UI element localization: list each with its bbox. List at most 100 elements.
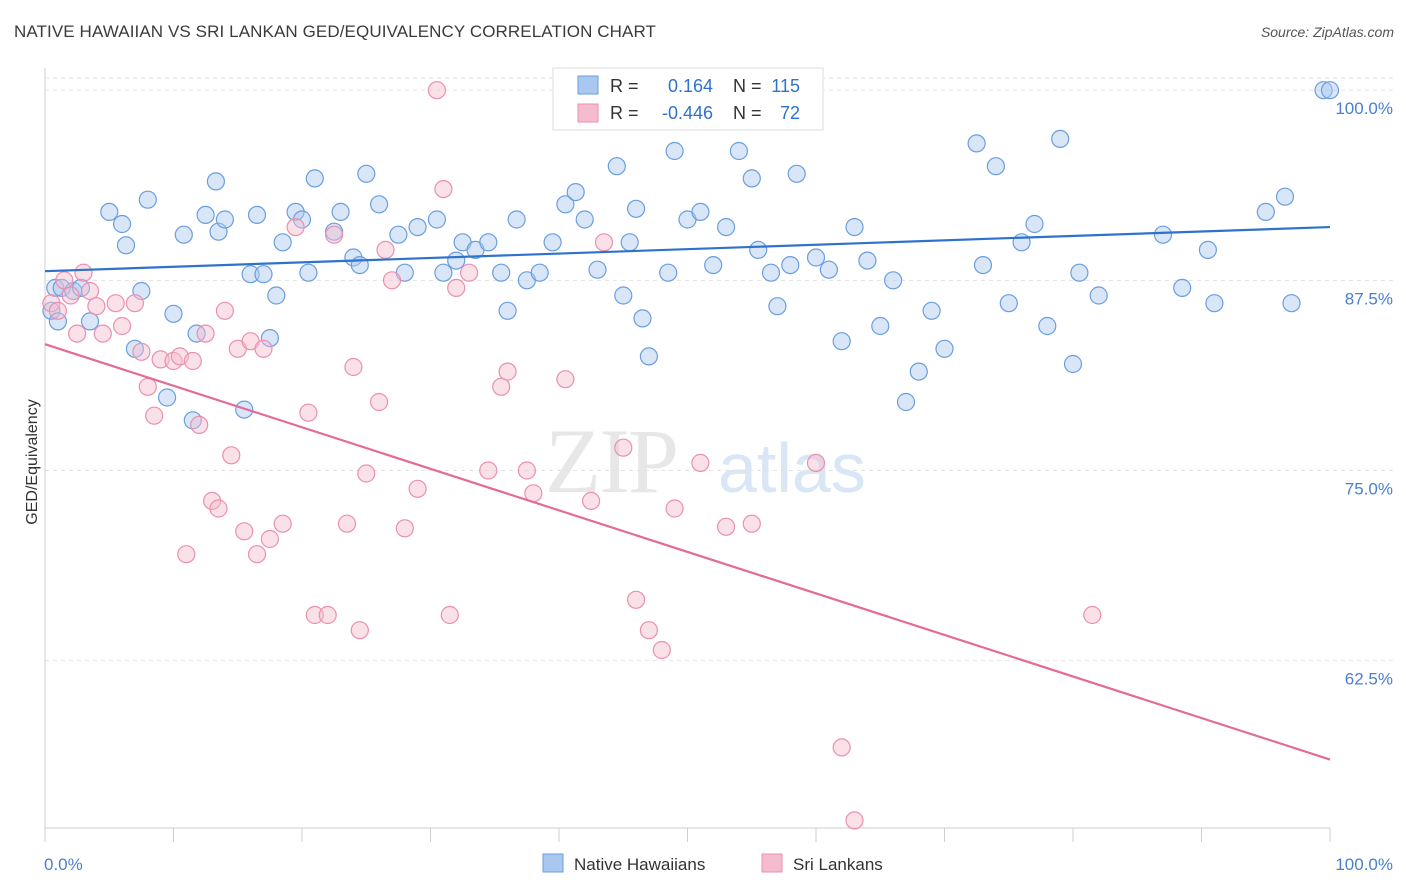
native-hawaiian-point-103 [1256, 202, 1275, 221]
native-hawaiian-point-37 [357, 164, 376, 183]
sri-lankan-point-18 [177, 545, 196, 564]
watermark-atlas: atlas [718, 429, 866, 507]
native-hawaiian-point-99 [1153, 225, 1173, 244]
sri-lankan-point-35 [305, 605, 324, 625]
sri-lankan-point-34 [299, 403, 318, 422]
native-hawaiian-point-105 [1282, 294, 1301, 313]
legend-r-value-2: -0.446 [662, 103, 713, 123]
native-hawaiian-point-6 [80, 312, 100, 331]
native-hawaiian-point-92 [1012, 233, 1031, 252]
sri-lankan-point-19 [183, 351, 202, 371]
sri-lankan-point-51 [460, 263, 479, 282]
legend-r-label-2: R = [610, 103, 639, 123]
native-hawaiian-point-96 [1063, 354, 1083, 374]
native-hawaiian-point-9 [116, 236, 136, 255]
watermark-zip: ZIP [545, 410, 677, 512]
sri-lankan-point-58 [581, 491, 601, 510]
sri-lankan-point-44 [382, 271, 402, 290]
sri-lankan-point-54 [498, 362, 517, 381]
sri-lankan-point-55 [517, 461, 537, 480]
sri-lankan-point-66 [716, 517, 736, 536]
sri-lankan-point-61 [626, 590, 646, 609]
sri-lankan-point-57 [556, 370, 575, 389]
bottom-legend-sri-lankans: Sri Lankans [793, 855, 883, 874]
sri-lankan-point-32 [273, 514, 292, 533]
native-hawaiian-point-8 [112, 214, 132, 234]
native-hawaiian-point-49 [498, 301, 517, 320]
sri-lankan-point-42 [370, 392, 389, 412]
native-hawaiian-point-39 [389, 225, 408, 244]
native-hawaiian-point-69 [716, 218, 736, 237]
sri-lankan-point-16 [164, 351, 183, 371]
legend-swatch-sri-lankans [577, 103, 599, 123]
sri-lankan-point-23 [209, 499, 228, 518]
native-hawaiian-point-14 [164, 304, 183, 323]
sri-lankan-point-3 [61, 286, 80, 305]
native-hawaiian-point-67 [691, 202, 710, 221]
sri-lankan-point-2 [55, 271, 74, 290]
sri-lankan-point-68 [806, 453, 826, 472]
native-hawaiian-point-31 [299, 263, 318, 282]
native-hawaiian-point-85 [909, 362, 928, 381]
y-tick-label-3: 62.5% [1345, 670, 1393, 689]
native-hawaiian-point-44 [447, 251, 466, 270]
native-hawaiian-point-61 [626, 199, 646, 218]
native-hawaiian-point-48 [492, 263, 511, 282]
y-tick-label-0: 100.0% [1335, 99, 1393, 118]
sri-lankan-point-64 [665, 499, 684, 518]
native-hawaiian-point-98 [1089, 286, 1108, 305]
sri-lankan-point-53 [492, 377, 511, 396]
native-hawaiian-point-38 [370, 195, 389, 214]
native-hawaiian-point-16 [183, 411, 202, 430]
native-hawaiian-point-32 [305, 169, 324, 188]
native-hawaiian-point-55 [566, 183, 585, 202]
sri-lankan-point-11 [125, 294, 144, 313]
sri-lankan-point-65 [691, 453, 710, 472]
sri-lankan-point-21 [196, 324, 215, 343]
legend-n-label-2: N = [733, 103, 762, 123]
native-hawaiian-point-60 [620, 233, 639, 252]
native-hawaiian-point-97 [1070, 263, 1089, 282]
sri-lankans-trend-line [44, 343, 1331, 761]
native-hawaiian-point-102 [1205, 294, 1224, 313]
native-hawaiian-point-82 [871, 316, 890, 336]
native-hawaiian-point-106 [1314, 81, 1333, 100]
native-hawaiian-point-29 [286, 202, 305, 221]
native-hawaiian-point-95 [1051, 129, 1070, 148]
native-hawaiian-point-93 [1025, 214, 1044, 234]
sri-lankan-point-12 [132, 342, 151, 361]
native-hawaiian-point-19 [206, 172, 225, 191]
sri-lankan-point-31 [260, 529, 279, 549]
native-hawaiian-point-58 [607, 157, 626, 176]
sri-lankan-point-60 [614, 438, 633, 457]
native-hawaiian-point-70 [729, 141, 749, 161]
native-hawaiian-point-101 [1198, 240, 1218, 259]
native-hawaiian-point-2 [48, 312, 68, 331]
sri-lankan-point-70 [845, 811, 864, 830]
native-hawaiian-point-89 [973, 256, 993, 275]
native-hawaiian-point-41 [408, 218, 427, 237]
native-hawaiian-point-30 [292, 210, 312, 229]
native-hawaiian-point-71 [742, 169, 761, 188]
legend-swatch-native-hawaiians [577, 75, 599, 95]
x-tick-label-min: 0.0% [44, 855, 83, 874]
native-hawaiian-point-23 [241, 265, 260, 284]
bottom-legend-swatch-native-hawaiians [542, 853, 564, 873]
source-credit: Source: ZipAtlas.com [1260, 24, 1394, 40]
native-hawaiian-point-94 [1038, 316, 1057, 336]
native-hawaiian-point-24 [247, 205, 267, 224]
sri-lankan-point-50 [447, 278, 466, 297]
native-hawaiian-point-81 [858, 251, 877, 270]
sri-lankan-point-62 [639, 621, 659, 640]
sri-lankan-point-5 [74, 263, 93, 282]
native-hawaiian-point-25 [254, 265, 273, 284]
native-hawaiian-point-76 [787, 164, 806, 183]
native-hawaiian-point-42 [427, 210, 446, 229]
native-hawaiian-point-7 [100, 202, 119, 221]
legend-series: Native Hawaiians Sri Lankans [542, 853, 883, 874]
sri-lankan-point-4 [67, 324, 87, 343]
y-tick-label-1: 87.5% [1345, 289, 1393, 308]
native-hawaiian-point-0 [42, 301, 61, 320]
grid-lines: 100.0% 87.5% 75.0% 62.5% [45, 77, 1393, 689]
